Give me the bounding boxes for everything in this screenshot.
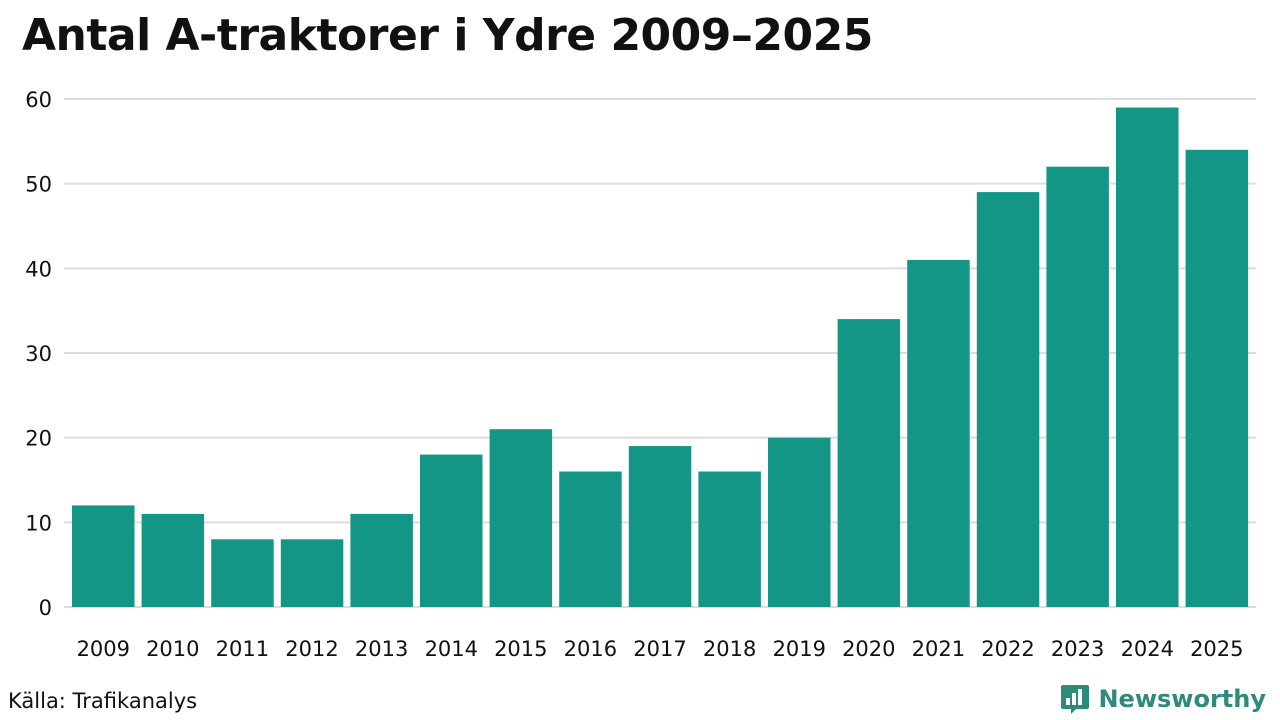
x-tick-label: 2020 [842,637,895,661]
y-tick-label: 10 [25,511,52,535]
bar-2025 [1185,149,1249,608]
x-tick-label: 2009 [77,637,130,661]
bar-2016 [559,471,622,607]
bar-2010 [141,513,205,607]
bar-2023 [1046,166,1109,607]
x-tick-label: 2023 [1051,637,1104,661]
bar-2017 [628,446,692,607]
bar-2022 [976,192,1040,607]
y-tick-label: 30 [25,342,52,366]
brand-name: Newsworthy [1098,685,1266,713]
bar-2014 [420,454,483,607]
bar-2019 [768,437,831,607]
bar-2020 [837,319,901,607]
x-tick-label: 2021 [912,637,965,661]
bar-2015 [489,429,553,607]
x-axis-ticks: 2009 2010 2011 2012 2013 2014 2015 2016 2017 2018… [77,637,1244,661]
bar-chart-speech-bubble-icon [1061,685,1090,714]
y-tick-label: 0 [39,596,52,620]
bar-2012 [280,539,344,607]
x-tick-label: 2016 [564,637,617,661]
bars [72,107,1249,608]
x-tick-label: 2010 [146,637,199,661]
x-tick-label: 2025 [1190,637,1243,661]
x-tick-label: 2012 [285,637,338,661]
bar-2011 [211,539,274,607]
x-tick-label: 2019 [773,637,826,661]
bar-2018 [698,471,761,607]
x-tick-label: 2017 [633,637,686,661]
y-tick-label: 20 [25,427,52,451]
bar-2024 [1116,107,1179,607]
y-tick-label: 50 [25,173,52,197]
chart-title: Antal A-traktorer i Ydre 2009–2025 [22,10,873,61]
bar-2013 [350,513,413,607]
bar-2009 [72,505,135,607]
x-tick-label: 2011 [216,637,269,661]
newsworthy-logo: Newsworthy [1060,683,1266,715]
x-tick-label: 2018 [703,637,756,661]
x-tick-label: 2014 [425,637,478,661]
bar-2021 [907,259,970,607]
y-tick-label: 40 [25,257,52,281]
x-tick-label: 2015 [494,637,547,661]
x-tick-label: 2013 [355,637,408,661]
y-axis-ticks: 0 10 20 30 40 50 60 [25,88,52,620]
source-note: Källa: Trafikanalys [8,689,198,713]
x-tick-label: 2022 [981,637,1034,661]
x-tick-label: 2024 [1121,637,1174,661]
y-tick-label: 60 [25,88,52,112]
